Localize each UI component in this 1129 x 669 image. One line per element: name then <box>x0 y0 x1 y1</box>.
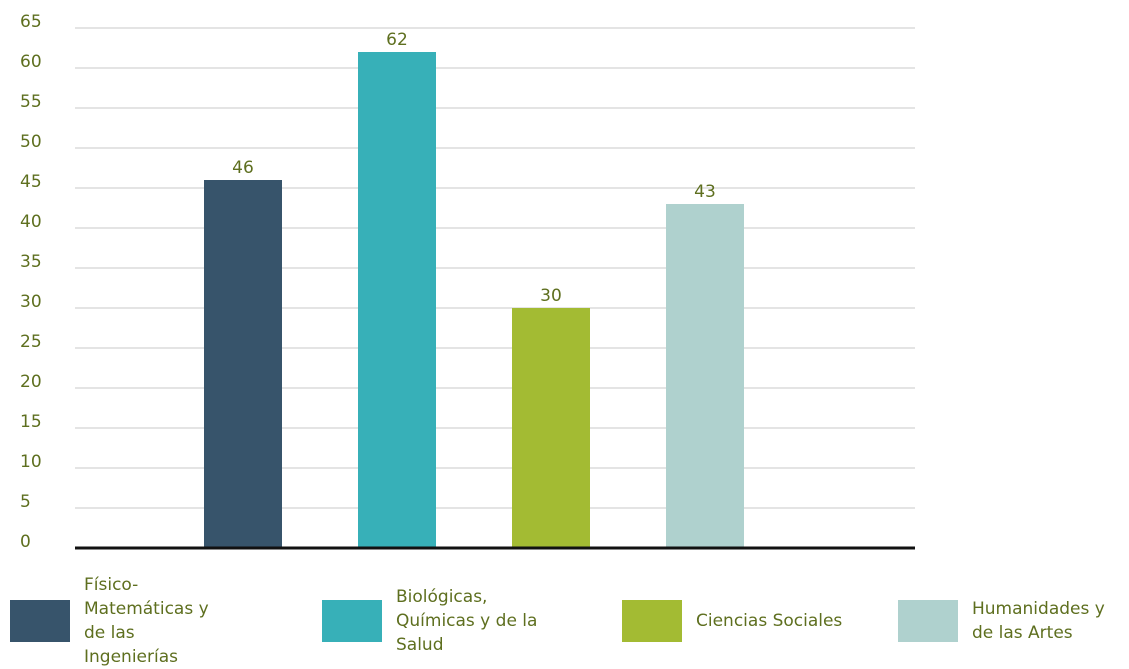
y-tick-label: 35 <box>20 252 42 272</box>
y-tick-label: 5 <box>20 492 31 512</box>
chart: 0 5 10 15 20 25 30 35 40 45 50 55 60 65 46 62 30 43 <box>20 12 915 552</box>
y-tick-label: 40 <box>20 212 42 232</box>
y-tick-label: 60 <box>20 52 42 72</box>
data-label: 62 <box>386 30 408 50</box>
legend-item: Humanidades y de las Artes <box>898 594 1128 648</box>
legend-label: Físico-Matemáticas y de las Ingenierías <box>84 575 209 667</box>
y-tick-label: 65 <box>20 12 42 32</box>
legend-swatch <box>622 600 682 642</box>
legend-swatch <box>322 600 382 642</box>
y-tick-label: 25 <box>20 332 42 352</box>
legend-item: Físico-Matemáticas y de las Ingenierías <box>10 575 230 667</box>
bar <box>666 204 744 548</box>
legend-item: Ciencias Sociales <box>622 594 876 648</box>
y-tick-label: 20 <box>20 372 42 392</box>
bar <box>512 308 590 548</box>
y-tick-label: 50 <box>20 132 42 152</box>
legend-label: Biológicas, Químicas y de la Salud <box>396 587 538 655</box>
legend-item: Biológicas, Químicas y de la Salud <box>322 587 542 655</box>
y-tick-label: 55 <box>20 92 42 112</box>
legend-label: Ciencias Sociales <box>696 611 843 631</box>
legend-swatch <box>898 600 958 642</box>
legend-label: Humanidades y de las Artes <box>972 599 1105 643</box>
data-label: 46 <box>232 158 254 178</box>
y-tick-label: 45 <box>20 172 42 192</box>
legend-swatch <box>10 600 70 642</box>
data-label: 43 <box>694 182 716 202</box>
bar <box>358 52 436 548</box>
data-label: 30 <box>540 286 562 306</box>
y-tick-label: 30 <box>20 292 42 312</box>
page: 0 5 10 15 20 25 30 35 40 45 50 55 60 65 46 62 30 43 Físic… <box>0 12 1129 667</box>
bar <box>204 180 282 548</box>
y-tick-label: 10 <box>20 452 42 472</box>
y-tick-label: 15 <box>20 412 42 432</box>
legend: Físico-Matemáticas y de las Ingenierías B… <box>0 575 1129 667</box>
y-tick-label: 0 <box>20 532 31 552</box>
